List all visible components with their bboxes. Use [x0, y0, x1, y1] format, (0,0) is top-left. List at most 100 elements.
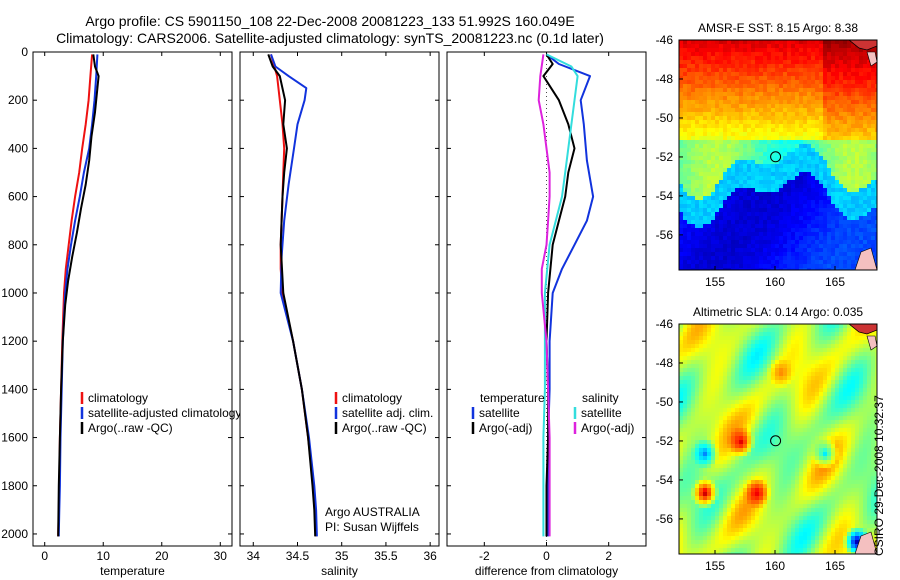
map-cell	[707, 408, 712, 413]
map-cell	[783, 228, 788, 233]
map-cell	[823, 412, 828, 417]
map-cell	[715, 48, 720, 53]
map-cell	[735, 388, 740, 393]
map-cell	[683, 60, 688, 65]
map-cell	[827, 380, 832, 385]
map-cell	[711, 236, 716, 241]
map-cell	[735, 460, 740, 465]
map-cell	[835, 68, 840, 73]
map-cell	[839, 164, 844, 169]
map-cell	[683, 124, 688, 129]
map-cell	[859, 176, 864, 181]
map-cell	[847, 64, 852, 69]
map-cell	[751, 356, 756, 361]
map-cell	[707, 156, 712, 161]
map-cell	[803, 80, 808, 85]
map-cell	[715, 112, 720, 117]
map-cell	[839, 176, 844, 181]
map-cell	[679, 176, 684, 181]
map-cell	[803, 228, 808, 233]
map-cell	[815, 232, 820, 237]
map-cell	[799, 236, 804, 241]
map-cell	[855, 80, 860, 85]
map-cell	[683, 236, 688, 241]
map-cell	[743, 84, 748, 89]
map-cell	[691, 232, 696, 237]
map-cell	[851, 80, 856, 85]
map-cell	[827, 324, 832, 329]
map-cell	[827, 416, 832, 421]
map-cell	[863, 88, 868, 93]
map-cell	[727, 268, 732, 270]
map-cell	[715, 120, 720, 125]
map-cell	[723, 148, 728, 153]
map-cell	[755, 256, 760, 261]
map-cell	[787, 408, 792, 413]
map-cell	[739, 412, 744, 417]
map-cell	[703, 208, 708, 213]
map-cell	[735, 260, 740, 265]
map-cell	[771, 180, 776, 185]
map-cell	[755, 228, 760, 233]
map-cell	[863, 356, 868, 361]
map-cell	[867, 396, 872, 401]
map-cell	[683, 464, 688, 469]
map-cell	[711, 184, 716, 189]
map-cell	[683, 52, 688, 57]
map-cell	[723, 428, 728, 433]
map-cell	[743, 72, 748, 77]
map-cell	[799, 248, 804, 253]
map-cell	[759, 260, 764, 265]
map-cell	[703, 252, 708, 257]
map-cell	[839, 108, 844, 113]
map-cell	[851, 60, 856, 65]
map-cell	[787, 340, 792, 345]
map-cell	[843, 360, 848, 365]
map-cell	[763, 460, 768, 465]
map-cell	[783, 164, 788, 169]
map-cell	[759, 200, 764, 205]
map-cell	[743, 140, 748, 145]
map-cell	[767, 220, 772, 225]
map-cell	[755, 196, 760, 201]
map-cell	[739, 104, 744, 109]
map-cell	[795, 464, 800, 469]
map-cell	[819, 144, 824, 149]
map-cell	[855, 68, 860, 73]
map-cell	[859, 380, 864, 385]
map-cell	[819, 52, 824, 57]
map-cell	[763, 120, 768, 125]
map-cell	[683, 220, 688, 225]
map-cell	[835, 428, 840, 433]
map-cell	[719, 204, 724, 209]
map-cell	[731, 68, 736, 73]
map-cell	[719, 60, 724, 65]
map-cell	[739, 164, 744, 169]
map-cell	[723, 460, 728, 465]
map-cell	[827, 192, 832, 197]
map-cell	[811, 168, 816, 173]
map-cell	[751, 68, 756, 73]
map-cell	[779, 172, 784, 177]
map-cell	[743, 220, 748, 225]
map-cell	[711, 208, 716, 213]
map-cell	[851, 224, 856, 229]
map-cell	[815, 216, 820, 221]
map-cell	[843, 332, 848, 337]
map-cell	[859, 452, 864, 457]
map-cell	[863, 352, 868, 357]
map-cell	[719, 428, 724, 433]
map-cell	[807, 352, 812, 357]
map-cell	[695, 124, 700, 129]
map-cell	[839, 396, 844, 401]
map-cell	[691, 260, 696, 265]
map-cell	[715, 136, 720, 141]
x-tick-label: 0	[41, 549, 48, 563]
map-cell	[823, 188, 828, 193]
map-cell	[775, 264, 780, 269]
map-cell	[731, 404, 736, 409]
map-cell	[751, 420, 756, 425]
map-cell	[731, 88, 736, 93]
map-cell	[727, 148, 732, 153]
map-cell	[759, 192, 764, 197]
